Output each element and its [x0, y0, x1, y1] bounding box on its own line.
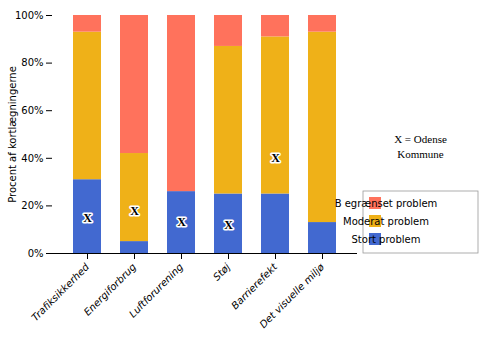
- svg-text:X: X: [177, 215, 186, 229]
- svg-text:X: X: [130, 204, 139, 218]
- svg-text:X: X: [224, 218, 233, 232]
- svg-text:Procent af kortlægningerne: Procent af kortlægningerne: [7, 66, 18, 203]
- svg-text:0%: 0%: [28, 248, 44, 259]
- svg-text:100%: 100%: [15, 10, 44, 21]
- svg-text:80%: 80%: [21, 57, 43, 68]
- svg-text:B egrænset problem: B egrænset problem: [335, 198, 438, 209]
- svg-text:Energiforbrug: Energiforbrug: [81, 261, 139, 318]
- svg-text:X: X: [83, 211, 92, 225]
- svg-text:40%: 40%: [21, 153, 43, 164]
- svg-text:Moderat problem: Moderat problem: [343, 216, 429, 227]
- svg-text:Stort problem: Stort problem: [352, 234, 421, 245]
- svg-text:Luftforurening: Luftforurening: [127, 261, 185, 319]
- svg-text:Barrierefekt: Barrierefekt: [229, 260, 280, 311]
- svg-text:20%: 20%: [21, 200, 43, 211]
- svg-text:60%: 60%: [21, 105, 43, 116]
- svg-text:Trafiksikkerhed: Trafiksikkerhed: [29, 261, 91, 323]
- svg-text:X: X: [271, 151, 280, 165]
- svg-text:X = OdenseKommune: X = OdenseKommune: [394, 133, 447, 160]
- svg-text:Støj: Støj: [211, 261, 232, 282]
- svg-text:Det visuelle miljø: Det visuelle miljø: [257, 261, 327, 331]
